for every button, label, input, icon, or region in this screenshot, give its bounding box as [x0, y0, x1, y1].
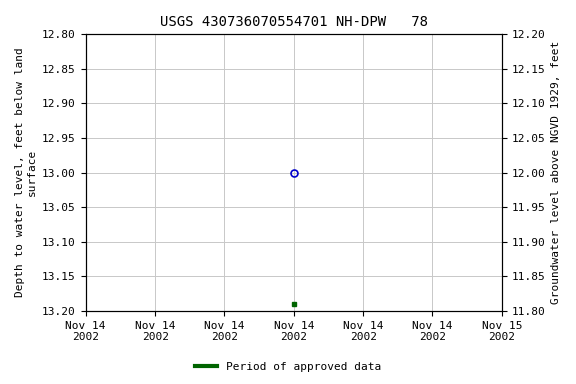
- Title: USGS 430736070554701 NH-DPW   78: USGS 430736070554701 NH-DPW 78: [160, 15, 428, 29]
- Legend: Period of approved data: Period of approved data: [191, 358, 385, 377]
- Y-axis label: Groundwater level above NGVD 1929, feet: Groundwater level above NGVD 1929, feet: [551, 41, 561, 304]
- Y-axis label: Depth to water level, feet below land
surface: Depth to water level, feet below land su…: [15, 48, 37, 298]
